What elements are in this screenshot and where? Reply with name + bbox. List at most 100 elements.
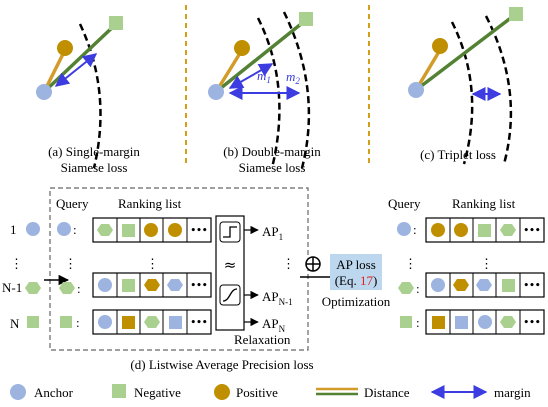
negative-square	[509, 7, 523, 21]
ellipsis: •••	[190, 226, 207, 236]
inner-margin-curve	[256, 17, 281, 169]
output-query-square-icon	[400, 316, 412, 328]
caption-a-line2: Siamese loss	[61, 160, 128, 175]
negative-square	[109, 16, 123, 30]
ap-vdots: ⋮	[282, 256, 295, 271]
legend-negative-label: Negative	[134, 385, 181, 400]
square-item	[478, 224, 491, 237]
positive-hexagon-item	[453, 279, 469, 291]
query-colon: :	[413, 222, 417, 237]
output-ranking-header: Ranking list	[452, 196, 516, 211]
anchor-item	[98, 278, 112, 292]
relaxation-block: ≈	[215, 215, 245, 331]
apn1-label: APN-1	[262, 289, 293, 307]
positive-circle	[432, 38, 448, 54]
anchor-square-item	[455, 316, 468, 329]
ranking-header: Ranking list	[118, 196, 182, 211]
output-ranking-vdots: ⋮	[480, 256, 493, 271]
hexagon-item	[97, 224, 113, 236]
anchor-circle	[208, 84, 224, 100]
positive-item	[168, 223, 182, 237]
legend-positive-icon	[214, 384, 230, 400]
positive-item	[431, 223, 445, 237]
panel-b-double-margin: m1 m2 (b) Double-margin Siamese loss	[208, 11, 321, 175]
ellipsis: •••	[523, 226, 540, 236]
legend-margin-label: margin	[494, 385, 531, 400]
query-square-icon	[60, 316, 72, 328]
legend-anchor-label: Anchor	[34, 385, 74, 400]
input-square-icon	[27, 316, 39, 328]
legend-anchor-icon	[10, 384, 26, 400]
caption-c: (c) Triplet loss	[420, 147, 496, 162]
hexagon-item	[500, 316, 516, 328]
positive-square-item	[122, 316, 135, 329]
inner-margin-curve	[450, 21, 474, 165]
legend: Anchor Negative Positive Distance margin	[10, 384, 531, 400]
square-item	[122, 279, 135, 292]
row-vdots-left: ⋮	[10, 256, 23, 271]
approx-symbol: ≈	[224, 256, 237, 274]
hexagon-item	[144, 316, 160, 328]
ellipsis: •••	[190, 318, 207, 328]
output-query-header: Query	[388, 196, 421, 211]
hexagon-item	[500, 224, 516, 236]
anchor-hexagon-item	[476, 279, 492, 291]
anchor-circle	[36, 84, 52, 100]
square-item	[122, 224, 135, 237]
caption-a-line1: (a) Single-margin	[48, 144, 140, 159]
query-colon: :	[77, 281, 81, 296]
anchor-circle	[408, 82, 424, 98]
negative-distance-line	[414, 12, 518, 92]
ellipsis: •••	[190, 281, 207, 291]
ap-loss-line1: AP loss	[336, 257, 376, 272]
input-anchor-icon	[26, 222, 40, 236]
query-colon: :	[416, 315, 420, 330]
panel-a-single-margin: (a) Single-margin Siamese loss	[36, 16, 140, 175]
relaxation-label: Relaxation	[234, 332, 291, 347]
output-ranking-row-1: •••	[425, 217, 545, 243]
ranking-row-n-1: •••	[92, 272, 212, 298]
output-query-vdots: ⋮	[404, 256, 417, 271]
panel-c-triplet: (c) Triplet loss	[408, 7, 523, 165]
anchor-hexagon-item	[167, 279, 183, 291]
ranking-row-1: •••	[92, 217, 212, 243]
anchor-item	[431, 278, 445, 292]
query-colon: :	[416, 281, 420, 296]
m1-label: m1	[257, 68, 271, 85]
positive-square-item	[432, 316, 445, 329]
negative-square	[299, 12, 313, 26]
anchor-item	[98, 315, 112, 329]
anchor-square-item	[169, 316, 182, 329]
panel-d-listwise: Query Ranking list 1 N-1 N ⋮ : : : ⋮ •••	[2, 187, 545, 372]
row-label-n: N	[10, 316, 20, 331]
ap-loss-box	[330, 254, 382, 290]
query-vdots: ⋮	[64, 256, 77, 271]
m2-label: m2	[286, 69, 300, 86]
margin-boundary-curve	[78, 23, 102, 169]
row-label-1: 1	[10, 222, 17, 237]
positive-item	[144, 223, 158, 237]
ellipsis: •••	[523, 281, 540, 291]
input-hexagon-icon	[25, 282, 41, 294]
legend-positive-label: Positive	[236, 385, 278, 400]
square-item	[502, 279, 515, 292]
margin-m1-arrow	[228, 63, 274, 89]
optimization-label: Optimization	[322, 294, 391, 309]
negative-distance-line	[42, 22, 118, 94]
positive-circle	[57, 40, 73, 56]
anchor-item	[478, 315, 492, 329]
caption-d: (d) Listwise Average Precision loss	[130, 357, 313, 372]
output-query-anchor-icon	[397, 222, 411, 236]
legend-negative-icon	[112, 384, 126, 398]
ap-loss-line2: (Eq. 17)	[335, 273, 378, 288]
ap1-label: AP1	[262, 224, 283, 242]
row-label-n-1: N-1	[2, 280, 22, 295]
positive-item	[454, 223, 468, 237]
output-query-hexagon-icon	[398, 282, 414, 294]
query-anchor-icon	[57, 222, 71, 236]
output-ranking-row-n: •••	[425, 309, 545, 335]
outer-margin-curve	[282, 11, 311, 169]
caption-b-line1: (b) Double-margin	[223, 144, 321, 159]
positive-hexagon-item	[144, 279, 160, 291]
